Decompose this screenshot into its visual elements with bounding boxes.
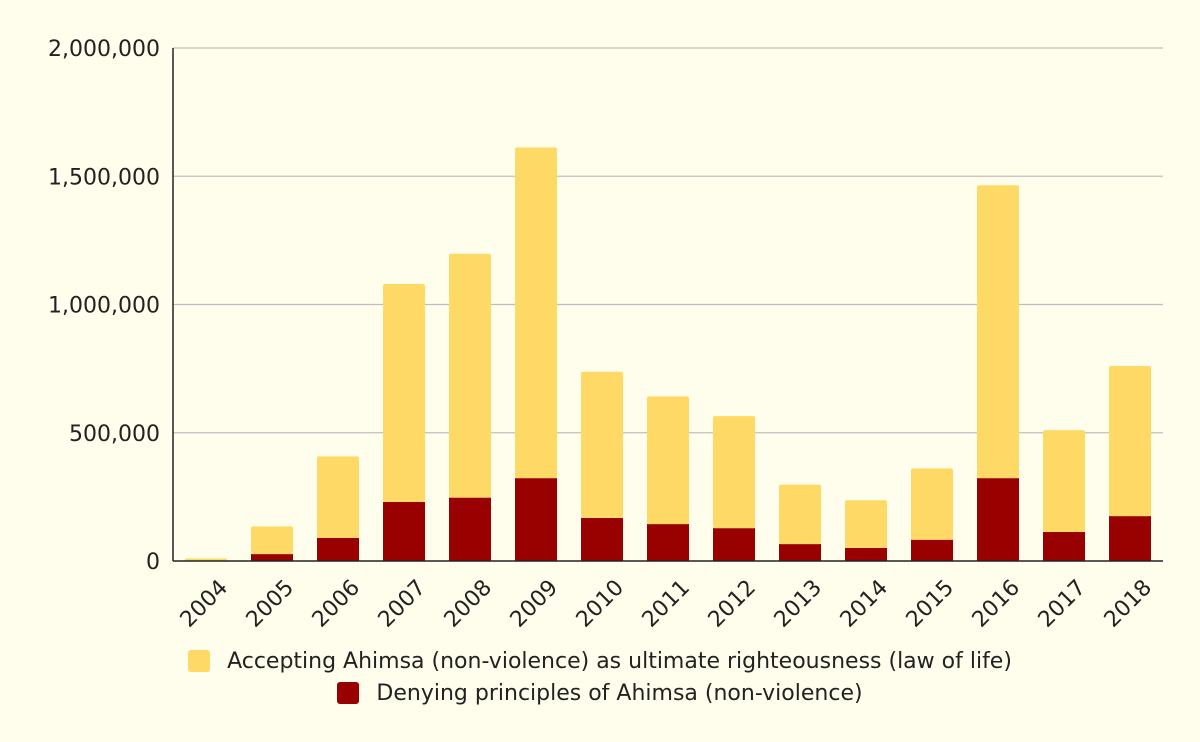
x-tick-label-2012: 2012 bbox=[704, 575, 761, 632]
bar-denying-2009[interactable] bbox=[515, 478, 557, 561]
bar-denying-2013[interactable] bbox=[779, 544, 821, 561]
legend-swatch-accepting bbox=[188, 650, 211, 672]
bar-accepting-2005[interactable] bbox=[251, 526, 293, 555]
x-tick-label-2016: 2016 bbox=[968, 575, 1025, 632]
bar-accepting-2015[interactable] bbox=[911, 468, 953, 540]
x-tick-label-2006: 2006 bbox=[308, 575, 365, 632]
x-tick-label-2011: 2011 bbox=[638, 575, 695, 632]
x-tick-label-2014: 2014 bbox=[836, 575, 893, 632]
bar-denying-2010[interactable] bbox=[581, 517, 623, 561]
legend-label-denying: Denying principles of Ahimsa (non-violen… bbox=[376, 680, 863, 706]
y-tick-label: 2,000,000 bbox=[48, 37, 160, 62]
x-tick-label-2018: 2018 bbox=[1100, 575, 1157, 632]
bar-accepting-2013[interactable] bbox=[779, 484, 821, 545]
bar-denying-2017[interactable] bbox=[1043, 532, 1085, 561]
y-tick-labels: 0 500,000 1,000,000 1,500,000 2,000,000 bbox=[48, 37, 160, 575]
bar-accepting-2008[interactable] bbox=[449, 253, 491, 498]
legend-label-accepting: Accepting Ahimsa (non-violence) as ultim… bbox=[227, 648, 1012, 674]
bar-accepting-2017[interactable] bbox=[1043, 430, 1085, 533]
bar-accepting-2007[interactable] bbox=[383, 283, 425, 503]
y-tick-label: 1,500,000 bbox=[48, 165, 160, 190]
bar-accepting-2014[interactable] bbox=[845, 500, 887, 548]
axes bbox=[172, 48, 1163, 562]
legend-swatch-denying bbox=[337, 682, 360, 704]
bar-denying-2012[interactable] bbox=[713, 528, 755, 561]
bar-denying-2008[interactable] bbox=[449, 497, 491, 561]
y-tick-label: 500,000 bbox=[69, 422, 160, 447]
y-tick-label: 1,000,000 bbox=[48, 294, 160, 319]
bar-denying-2015[interactable] bbox=[911, 539, 953, 561]
legend: Accepting Ahimsa (non-violence) as ultim… bbox=[0, 645, 1200, 709]
x-tick-label-2015: 2015 bbox=[902, 575, 959, 632]
bar-denying-2007[interactable] bbox=[383, 502, 425, 561]
x-tick-label-2005: 2005 bbox=[242, 575, 299, 632]
bars bbox=[185, 147, 1151, 561]
x-tick-labels: 2004 2005 2006 2007 2008 2009 2010 2011 2012 2013… bbox=[176, 575, 1157, 632]
bar-accepting-2016[interactable] bbox=[977, 185, 1019, 479]
legend-item-denying[interactable]: Denying principles of Ahimsa (non-violen… bbox=[0, 677, 1200, 709]
bar-accepting-2012[interactable] bbox=[713, 416, 755, 529]
x-tick-label-2007: 2007 bbox=[374, 575, 431, 632]
x-tick-label-2017: 2017 bbox=[1034, 575, 1091, 632]
legend-item-accepting[interactable]: Accepting Ahimsa (non-violence) as ultim… bbox=[0, 645, 1200, 677]
bar-denying-2016[interactable] bbox=[977, 478, 1019, 561]
bar-accepting-2006[interactable] bbox=[317, 456, 359, 538]
bar-accepting-2010[interactable] bbox=[581, 371, 623, 518]
bar-denying-2014[interactable] bbox=[845, 547, 887, 561]
x-tick-label-2008: 2008 bbox=[440, 575, 497, 632]
bar-accepting-2018[interactable] bbox=[1109, 366, 1151, 517]
x-tick-label-2013: 2013 bbox=[770, 575, 827, 632]
x-tick-label-2009: 2009 bbox=[506, 575, 563, 632]
bar-accepting-2004[interactable] bbox=[185, 558, 227, 561]
bar-accepting-2009[interactable] bbox=[515, 147, 557, 479]
bar-denying-2006[interactable] bbox=[317, 537, 359, 561]
bar-accepting-2011[interactable] bbox=[647, 396, 689, 525]
bar-denying-2011[interactable] bbox=[647, 524, 689, 561]
bar-denying-2018[interactable] bbox=[1109, 516, 1151, 561]
y-tick-label: 0 bbox=[146, 550, 160, 575]
bar-denying-2005[interactable] bbox=[251, 554, 293, 561]
x-tick-label-2010: 2010 bbox=[572, 575, 629, 632]
x-tick-label-2004: 2004 bbox=[176, 575, 233, 632]
